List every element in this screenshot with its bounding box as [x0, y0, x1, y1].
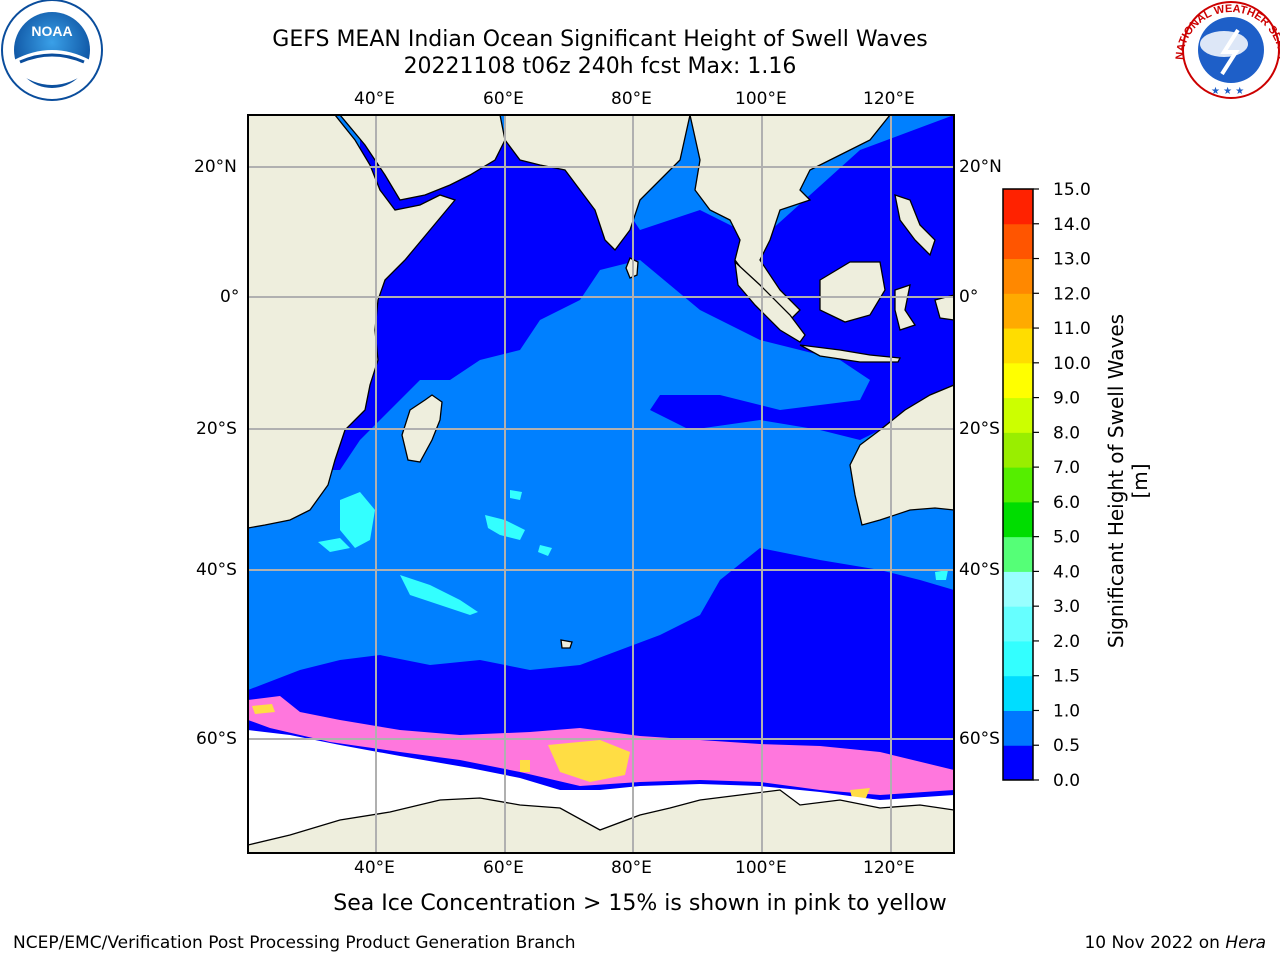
lat-tick-left: 60°S — [196, 729, 237, 749]
lat-tick-right: 0° — [959, 287, 979, 307]
colorbar-tick-label: 6.0 — [1053, 493, 1080, 513]
colorbar-swatch — [1003, 397, 1033, 433]
lat-tick-right: 60°S — [959, 729, 1000, 749]
lat-tick-right: 20°S — [959, 419, 1000, 439]
colorbar-label: Significant Height of Swell Waves [m] — [1104, 313, 1152, 649]
colorbar-tick-label: 0.5 — [1053, 736, 1080, 756]
lon-tick-bottom: 40°E — [354, 858, 395, 878]
lon-tick-top: 80°E — [611, 89, 652, 109]
borneo-land — [819, 261, 886, 323]
lon-tick-bottom: 120°E — [863, 858, 915, 878]
colorbar-tick-label: 3.0 — [1053, 597, 1080, 617]
colorbar-swatch — [1003, 432, 1033, 468]
noaa-logo-text: NOAA — [31, 23, 72, 39]
colorbar-tick-label: 4.0 — [1053, 562, 1080, 582]
map-subtitle: 20221108 t06z 240h fcst Max: 1.16 — [403, 54, 797, 79]
footer-date-text: 10 Nov 2022 on — [1084, 933, 1226, 953]
nws-logo: NATIONAL WEATHER SERVICE ★ ★ ★ — [0, 0, 1280, 99]
sumatra-land — [734, 260, 806, 343]
colorbar-tick-label: 7.0 — [1053, 458, 1080, 478]
colorbar-tick-label: 11.0 — [1053, 319, 1091, 339]
lon-tick-bottom: 100°E — [735, 858, 787, 878]
arabia-land — [339, 115, 506, 201]
antarctica-land — [248, 789, 954, 853]
colorbar-swatch — [1003, 640, 1033, 677]
lon-tick-top: 100°E — [735, 89, 787, 109]
colorbar-tick-label: 5.0 — [1053, 528, 1080, 548]
lat-tick-left: 20°N — [194, 157, 237, 177]
colorbar-tick-label: 1.0 — [1053, 701, 1080, 721]
colorbar-swatch — [1003, 606, 1033, 642]
ocean-low-north — [320, 115, 954, 470]
colorbar-swatch — [1003, 293, 1033, 329]
footer-machine: Hera — [1225, 933, 1266, 953]
map-plot-area — [248, 115, 954, 853]
colorbar-frame — [1002, 188, 1034, 781]
colorbar-tick-label: 10.0 — [1053, 354, 1091, 374]
lon-tick-top: 60°E — [483, 89, 524, 109]
footer-date: 10 Nov 2022 on Hera — [1084, 933, 1266, 953]
lon-tick-top: 40°E — [354, 89, 395, 109]
lat-tick-left: 40°S — [196, 560, 237, 580]
colorbar-swatch — [1003, 675, 1033, 711]
colorbar-tick-label: 13.0 — [1053, 250, 1091, 270]
colorbar-swatch — [1003, 571, 1033, 607]
philippines-land — [894, 194, 936, 257]
australia-land — [849, 384, 954, 526]
colorbar-swatch — [1003, 189, 1033, 225]
nws-ring-text: NATIONAL WEATHER SERVICE — [0, 0, 1280, 60]
colorbar-swatch — [1003, 710, 1033, 746]
colorbar-ticks: 0.0 0.5 1.0 1.5 2.0 3.0 4.0 5.0 6.0 7.0 8.0 9.0 10.0… — [1033, 180, 1091, 791]
lat-tick-right: 40°S — [959, 560, 1000, 580]
colorbar-swatch — [1003, 362, 1033, 399]
cyan-swell-patches — [318, 490, 948, 615]
lon-tick-bottom: 80°E — [611, 858, 652, 878]
colorbar-swatch — [1003, 745, 1033, 781]
colorbar-swatch — [1003, 258, 1033, 294]
lat-tick-right: 20°N — [959, 157, 1002, 177]
colorbar-swatch — [1003, 328, 1033, 364]
colorbar-swatch — [1003, 536, 1033, 572]
colorbar — [1003, 189, 1033, 781]
colorbar-tick-label: 15.0 — [1053, 180, 1091, 200]
lon-tick-top: 120°E — [863, 89, 915, 109]
colorbar-tick-label: 0.0 — [1053, 771, 1080, 791]
nws-stars: ★ ★ ★ — [1211, 86, 1244, 97]
sea-ice-yellow-patches — [252, 704, 870, 798]
colorbar-tick-label: 12.0 — [1053, 284, 1091, 304]
footer-branch: NCEP/EMC/Verification Post Processing Pr… — [13, 933, 576, 953]
colorbar-tick-label: 8.0 — [1053, 423, 1080, 443]
lat-tick-left: 20°S — [196, 419, 237, 439]
kerguelen-island — [560, 639, 573, 649]
colorbar-swatch — [1003, 501, 1033, 538]
colorbar-swatch — [1003, 467, 1033, 503]
map-grid — [248, 115, 954, 853]
map-title: GEFS MEAN Indian Ocean Significant Heigh… — [272, 27, 928, 52]
colorbar-tick-label: 9.0 — [1053, 389, 1080, 409]
africa-land — [248, 115, 457, 529]
map-frame — [247, 114, 955, 854]
sea-ice-caption: Sea Ice Concentration > 15% is shown in … — [333, 891, 947, 916]
lon-tick-bottom: 60°E — [483, 858, 524, 878]
colorbar-tick-label: 14.0 — [1053, 215, 1091, 235]
noaa-logo: NOAA — [1, 0, 103, 101]
colorbar-swatch — [1003, 223, 1033, 260]
java-land — [799, 344, 902, 363]
colorbar-tick-label: 1.5 — [1053, 667, 1080, 687]
colorbar-tick-label: 2.0 — [1053, 632, 1080, 652]
lat-tick-left: 0° — [220, 287, 240, 307]
